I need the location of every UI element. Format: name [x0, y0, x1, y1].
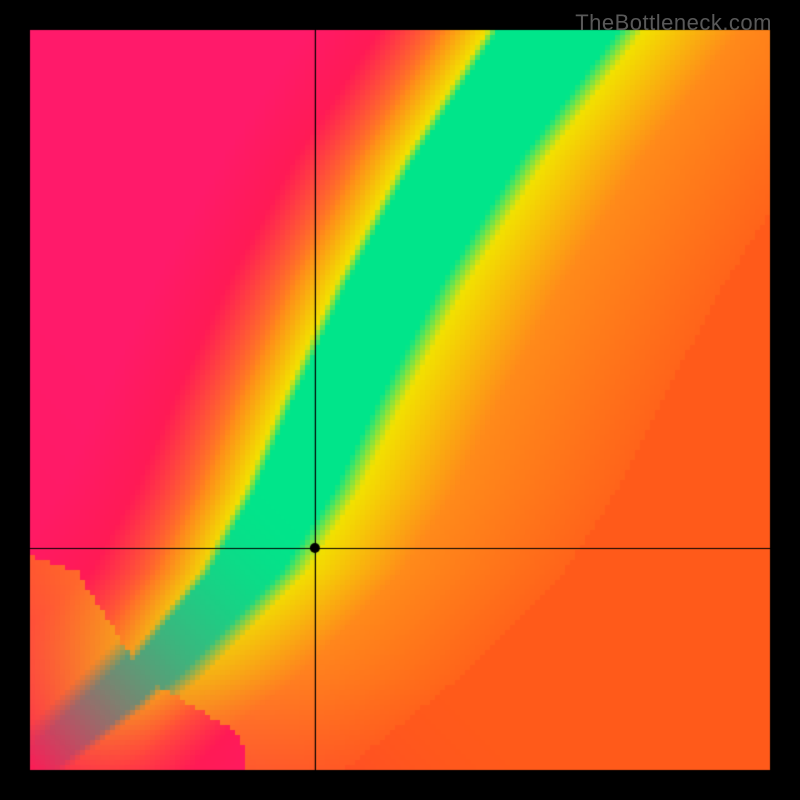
watermark-text: TheBottleneck.com [575, 10, 772, 36]
chart-container: TheBottleneck.com [0, 0, 800, 800]
bottleneck-heatmap [0, 0, 800, 800]
